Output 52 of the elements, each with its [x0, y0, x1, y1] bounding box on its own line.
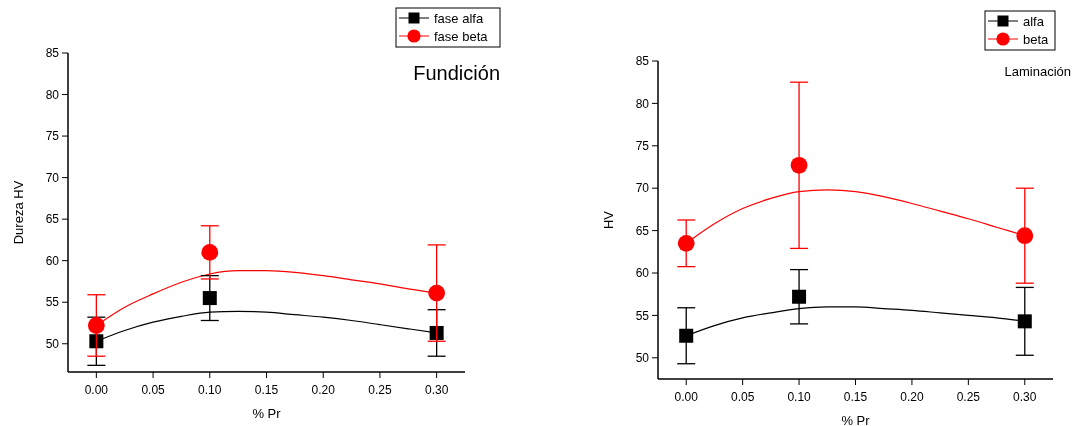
- y-tick-label: 65: [45, 212, 60, 227]
- annotation: Laminación: [1004, 64, 1071, 79]
- y-tick-label: 85: [45, 46, 60, 61]
- x-axis-title: % Pr: [841, 413, 871, 426]
- point: [790, 156, 808, 174]
- point: [202, 291, 217, 306]
- x-tick-label: 0.00: [84, 383, 109, 397]
- y-tick-label: 65: [635, 223, 650, 238]
- y-tick-label: 85: [635, 54, 650, 69]
- y-tick-label: 80: [45, 87, 60, 102]
- x-tick-label: 0.30: [424, 383, 449, 397]
- y-tick-label: 70: [635, 181, 650, 196]
- point: [87, 317, 105, 334]
- y-tick-label: 55: [635, 308, 650, 323]
- y-tick-label: 60: [635, 266, 650, 281]
- x-tick-label: 0.10: [198, 383, 222, 397]
- y-tick-label: 60: [45, 253, 60, 268]
- x-tick-label: 0.20: [900, 390, 924, 404]
- legend-label: fase beta: [434, 29, 489, 44]
- x-tick-label: 0.15: [254, 383, 279, 397]
- point: [1016, 227, 1034, 245]
- x-tick-label: 0.25: [956, 390, 981, 404]
- x-axis-title: % Pr: [252, 406, 282, 421]
- annotation: Fundición: [413, 62, 500, 84]
- x-tick-label: 0.25: [368, 383, 392, 397]
- point: [201, 243, 219, 261]
- x-tick-label: 0.20: [311, 383, 336, 397]
- x-tick-label: 0.05: [141, 383, 166, 397]
- legend-label: fase alfa: [434, 11, 484, 26]
- legend-label: alfa: [1023, 14, 1045, 29]
- y-tick-label: 75: [45, 129, 60, 144]
- y-tick-label: 70: [45, 170, 60, 185]
- point: [1017, 314, 1032, 329]
- point: [677, 234, 695, 252]
- y-tick-label: 80: [635, 96, 650, 111]
- y-tick-label: 50: [635, 351, 650, 365]
- y-axis-title: HV: [601, 210, 616, 230]
- point: [428, 284, 446, 302]
- x-tick-label: 0.30: [1013, 390, 1037, 404]
- x-tick-label: 0.05: [730, 390, 755, 404]
- point: [792, 289, 807, 304]
- y-axis-title: Dureza HV: [11, 180, 26, 245]
- x-tick-label: 0.00: [674, 390, 699, 404]
- point: [679, 328, 694, 343]
- point: [429, 325, 444, 340]
- y-tick-label: 75: [635, 139, 650, 153]
- y-tick-label: 50: [45, 336, 60, 351]
- point: [89, 334, 104, 349]
- y-tick-label: 55: [45, 295, 60, 310]
- legend-label: beta: [1023, 32, 1050, 47]
- x-tick-label: 0.15: [843, 390, 868, 404]
- x-tick-label: 0.10: [787, 390, 812, 404]
